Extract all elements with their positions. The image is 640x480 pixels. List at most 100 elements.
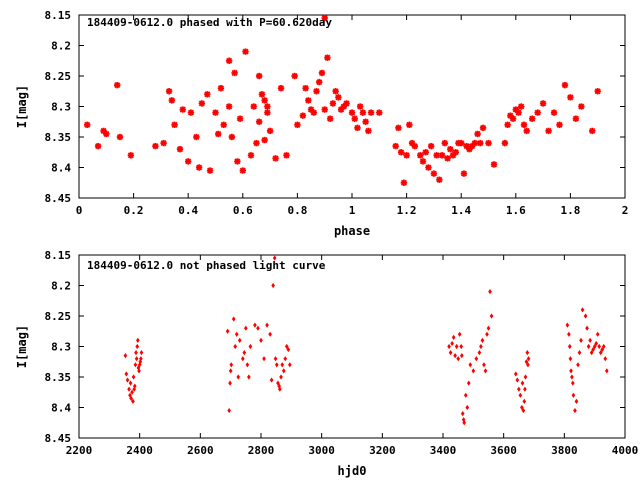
data-point [400,179,408,186]
data-point [103,130,110,138]
data-point [258,91,266,98]
data-point [433,152,440,159]
data-point [351,115,358,122]
data-point [127,386,131,392]
data-point [458,139,465,147]
data-point [460,411,465,417]
data-point [438,152,446,159]
y-tick-label: 8.15 [45,249,72,262]
data-point [123,353,128,359]
data-point [474,130,481,138]
x-tick-label: 1.4 [451,204,471,217]
plot-title: 184409-0612.0 phased with P=60.620day [87,16,332,29]
data-point [247,374,251,380]
data-point [245,362,250,368]
data-point [403,152,410,159]
data-point [466,380,471,386]
data-point [454,343,459,350]
data-point [571,380,575,386]
data-point [395,124,402,132]
data-point [228,368,233,374]
x-tick-label: 0.8 [287,204,307,217]
data-point [595,331,600,337]
data-point [244,325,248,331]
data-point [281,368,286,374]
data-point [477,350,482,356]
data-point [272,255,277,261]
data-point [592,343,597,350]
data-point [250,103,257,110]
data-point [534,109,541,116]
x-tick-label: 3400 [430,444,457,457]
data-point [237,337,242,343]
data-point [600,346,605,353]
data-point [160,139,167,147]
data-point [284,343,289,350]
y-tick-label: 8.45 [45,192,72,205]
data-point [261,97,268,104]
data-point [273,356,278,362]
data-point [187,109,195,116]
x-tick-label: 3200 [369,444,396,457]
data-point [588,337,592,343]
data-point [225,57,233,64]
data-point [459,353,464,359]
data-point [459,343,464,350]
data-point [586,343,591,350]
data-point [277,85,285,92]
y-tick-label: 8.3 [51,341,71,354]
data-point [425,164,432,171]
data-point [255,118,263,125]
data-point [598,350,603,356]
data-point [299,112,307,119]
data-point [521,407,526,414]
data-point [195,164,203,171]
y-axis-title: I[mag] [15,325,29,368]
data-point [131,374,136,380]
data-point [528,115,536,122]
data-point [231,69,238,77]
data-point [450,340,454,347]
data-point [133,362,138,368]
data-point [134,356,139,362]
data-point [462,420,467,426]
data-point [139,350,144,356]
data-point [451,334,456,340]
data-point [485,331,489,337]
data-point [479,343,483,350]
data-point [444,155,451,162]
data-point [262,356,266,362]
data-point [291,72,298,80]
data-point [247,152,255,159]
data-point [523,374,528,380]
data-point [550,109,558,116]
data-point [335,94,342,101]
data-point [193,133,200,141]
data-point [348,109,356,116]
data-point [468,362,473,368]
data-point [135,343,140,350]
data-point [266,127,274,135]
data-point [220,121,227,128]
data-point [501,139,509,147]
data-point [152,142,159,150]
data-point [114,81,121,89]
data-point [430,170,438,177]
data-point [94,142,102,150]
data-point [570,374,574,380]
data-point [359,109,367,116]
data-point [229,362,234,368]
x-tick-label: 2200 [66,444,93,457]
data-point [264,103,271,110]
data-point [448,350,453,356]
plot-frame-2 [78,254,626,439]
data-point [242,48,249,55]
data-point [362,118,369,125]
data-point [490,161,498,168]
x-tick-label: 1.2 [397,204,417,217]
data-point [83,121,91,128]
data-point [279,374,283,380]
x-tick-label: 3600 [490,444,517,457]
data-point [447,146,454,153]
